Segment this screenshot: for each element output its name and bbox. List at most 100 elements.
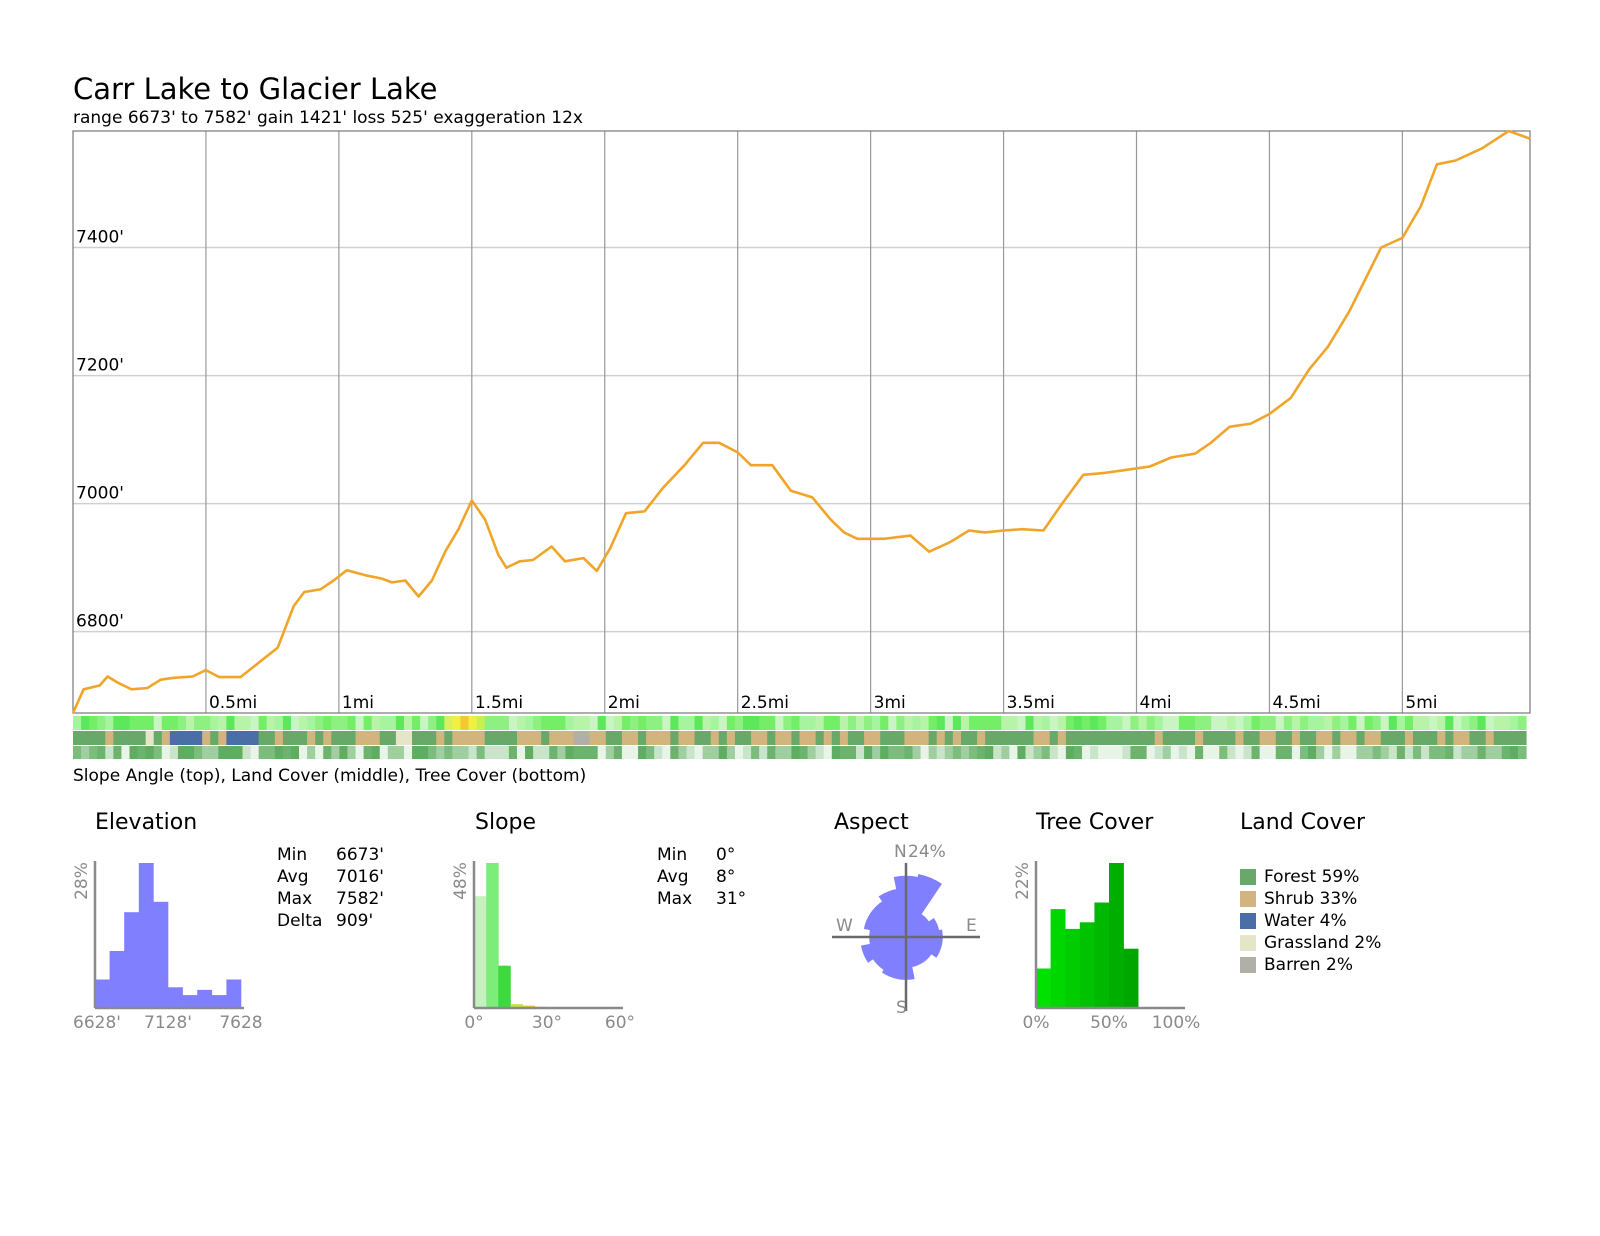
tree-cover-strip-cell	[1324, 746, 1333, 759]
land-cover-strip-cell	[81, 731, 90, 745]
land-cover-strip-cell	[484, 731, 494, 745]
slope-strip-cell	[299, 716, 308, 730]
slope-strip-cell	[1412, 716, 1422, 730]
tree-cover-strip-cell	[1372, 746, 1382, 759]
tree-cover-strip-cell	[864, 746, 873, 759]
land-cover-strip-cell	[1429, 731, 1438, 745]
slope-strip-cell	[323, 716, 332, 730]
tree-cover-strip-cell	[387, 746, 397, 759]
land-cover-strip-cell	[928, 731, 938, 745]
slope-strip-cell	[169, 716, 179, 730]
slope-strip-cell	[1267, 716, 1277, 730]
slope-strip-cell	[186, 716, 195, 730]
slope-strip-cell	[936, 716, 946, 730]
land-cover-strip-cell	[492, 731, 502, 745]
land-cover-strip-cell	[1299, 731, 1309, 745]
elevation-stats: Min 6673' Avg 7016' Max 7582' Delta 909'	[277, 846, 384, 934]
land-cover-strip-cell	[186, 731, 195, 745]
land-cover-strip-cell	[831, 731, 841, 745]
slope-strip-cell	[1082, 716, 1091, 730]
slope-strip-cell	[928, 716, 938, 730]
land-cover-strip-cell	[113, 731, 123, 745]
profile-frame	[72, 130, 1531, 714]
slope-strip-cell	[1041, 716, 1051, 730]
legend-swatch	[1240, 957, 1256, 973]
land-cover-strip-cell	[169, 731, 179, 745]
land-cover-strip-cell	[573, 731, 583, 745]
land-cover-strip-cell	[355, 731, 365, 745]
slope-strip-cell	[1178, 716, 1188, 730]
land-cover-strip-cell	[1041, 731, 1051, 745]
tree-cover-strip-cell	[403, 746, 413, 759]
x-tick-label: 4mi	[1140, 693, 1172, 713]
land-cover-strip-cell	[847, 731, 857, 745]
x-tick-label: 4.5mi	[1272, 693, 1320, 713]
stat-label: Max	[657, 889, 693, 909]
slope-strip-cell	[436, 716, 445, 730]
slope-strip-cell	[403, 716, 413, 730]
land-cover-strip-cell	[1162, 731, 1172, 745]
slope-strip-cell	[1098, 716, 1107, 730]
tree-cover-strip-cell	[815, 746, 825, 759]
land-cover-strip-cell	[1332, 731, 1341, 745]
slope-strip-cell	[581, 716, 591, 730]
slope-strip-cell	[363, 716, 373, 730]
land-cover-strip-cell	[1082, 731, 1091, 745]
slope-strip-cell	[492, 716, 502, 730]
slope-strip-cell	[613, 716, 623, 730]
land-cover-strip-cell	[153, 731, 163, 745]
tree-cover-strip-cell	[734, 746, 744, 759]
legend-label: Shrub 33%	[1264, 889, 1358, 909]
tree-cover-strip-cell	[371, 746, 381, 759]
land-cover-strip-cell	[1380, 731, 1390, 745]
slope-strip-cell	[888, 716, 897, 730]
elevation-hist-y-max-label: 28%	[72, 862, 92, 900]
land-cover-strip-cell	[129, 731, 139, 745]
slope-strip-cell	[1033, 716, 1043, 730]
tree-cover-strip-cell	[81, 746, 90, 759]
tree-cover-strip-cell	[718, 746, 728, 759]
tree-cover-strip-cell	[823, 746, 833, 759]
slope-strip-cell	[81, 716, 90, 730]
tree-cover-strip-cell	[331, 746, 340, 759]
land-cover-strip-cell	[944, 731, 954, 745]
slope-strip-cell	[1299, 716, 1309, 730]
land-cover-strip-cell	[525, 731, 534, 745]
slope-strip-cell	[742, 716, 752, 730]
slope-strip-cell	[508, 716, 518, 730]
land-cover-strip-cell	[1356, 731, 1366, 745]
land-cover-strip-cell	[460, 731, 470, 745]
tree-cover-strip-cell	[670, 746, 680, 759]
land-cover-strip-cell	[177, 731, 187, 745]
slope-strip-cell	[880, 716, 889, 730]
land-cover-strip-cell	[258, 731, 268, 745]
tree-cover-strip-cell	[484, 746, 494, 759]
land-cover-strip-cell	[912, 731, 922, 745]
tree-cover-strip-cell	[1461, 746, 1471, 759]
tree-cover-strip-cell	[1308, 746, 1317, 759]
y-tick-label: 7400'	[76, 228, 124, 248]
tree-cover-strip-cell	[1348, 746, 1358, 759]
land-cover-strip-cell	[412, 731, 421, 745]
slope-strip-cell	[1501, 716, 1511, 730]
land-cover-strip-cell	[815, 731, 825, 745]
slope-strip-cell	[315, 716, 324, 730]
tree-cover-strip-cell	[1049, 746, 1059, 759]
y-tick-label: 7200'	[76, 356, 124, 376]
slope-strip-cell	[1025, 716, 1035, 730]
elevation-panel-title: Elevation	[95, 810, 198, 835]
slope-hist-bar	[498, 965, 511, 1008]
slope-strip-cell	[1275, 716, 1285, 730]
land-cover-strip-cell	[323, 731, 332, 745]
slope-strip-cell	[218, 716, 227, 730]
tree-cover-strip-cell	[282, 746, 292, 759]
land-cover-strip-cell	[347, 731, 357, 745]
land-cover-strip-cell	[202, 731, 211, 745]
tree-cover-strip-cell	[1122, 746, 1132, 759]
slope-strip-cell	[1372, 716, 1382, 730]
tree-cover-strip-cell	[137, 746, 147, 759]
slope-strip-cell	[597, 716, 607, 730]
slope-strip-cell	[1195, 716, 1204, 730]
slope-strip-cell	[105, 716, 114, 730]
stat-value: 8°	[716, 867, 736, 887]
